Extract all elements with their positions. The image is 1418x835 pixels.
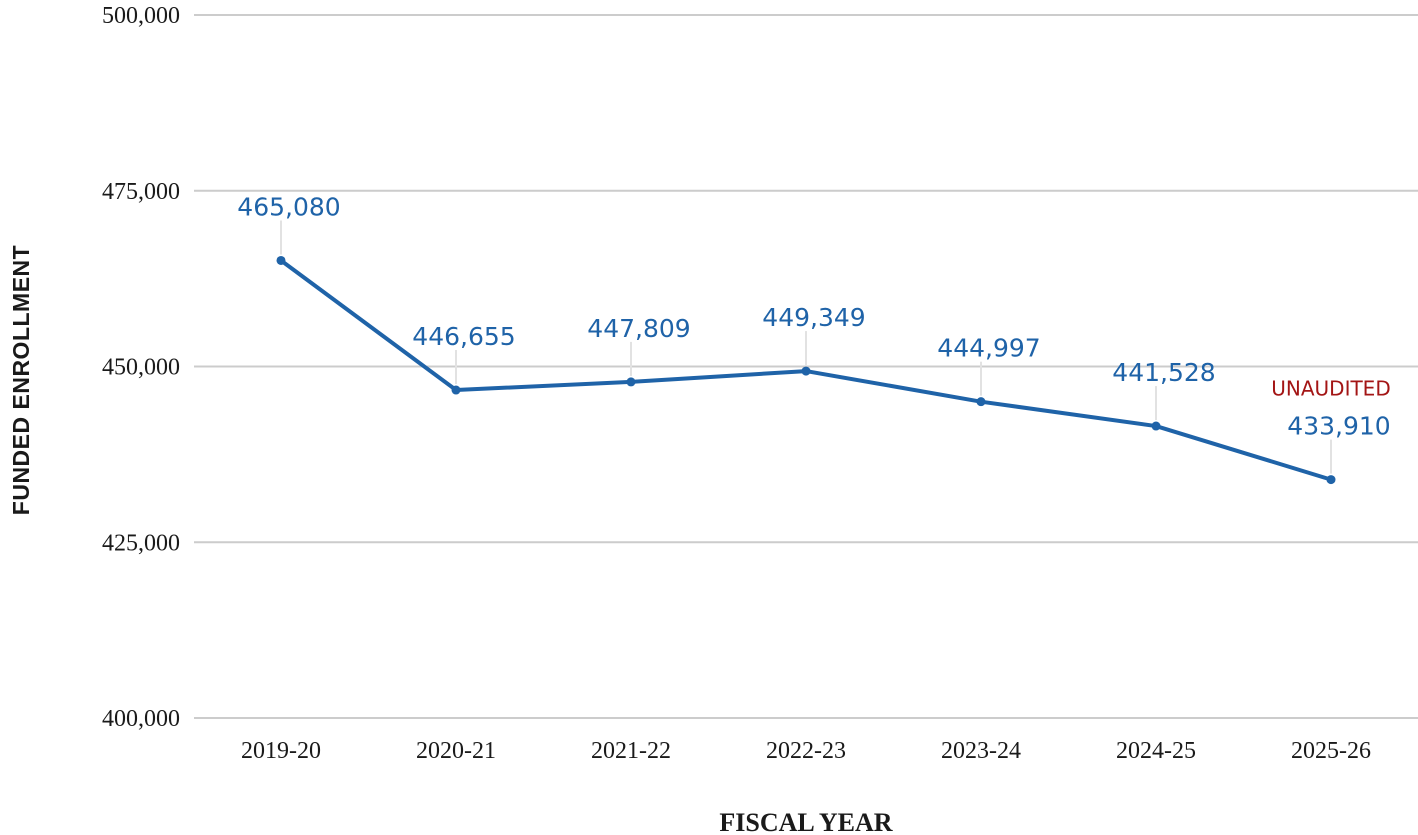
y-axis-title: FUNDED ENROLLMENT bbox=[8, 245, 34, 515]
x-tick-label: 2021-22 bbox=[591, 738, 671, 764]
x-tick-label: 2019-20 bbox=[241, 738, 321, 764]
y-tick-label: 450,000 bbox=[102, 355, 180, 381]
x-tick-label: 2025-26 bbox=[1291, 738, 1371, 764]
x-axis-title: FISCAL YEAR bbox=[719, 808, 892, 835]
data-label: 446,655 bbox=[412, 322, 515, 351]
gridlines bbox=[194, 14, 1418, 719]
data-label: 433,910 bbox=[1287, 412, 1390, 441]
y-tick-label: 500,000 bbox=[102, 3, 180, 29]
y-tick-label: 475,000 bbox=[102, 179, 180, 205]
data-point bbox=[451, 385, 461, 395]
x-axis-tick-labels: 2019-20 2020-21 2021-22 2022-23 2023-24 2024-… bbox=[241, 738, 1371, 764]
annotation-layer: UNAUDITED bbox=[1271, 377, 1390, 401]
data-label: 441,528 bbox=[1112, 358, 1215, 387]
x-tick-label: 2020-21 bbox=[416, 738, 496, 764]
data-label: 449,349 bbox=[762, 303, 865, 332]
x-tick-label: 2024-25 bbox=[1116, 738, 1196, 764]
unaudited-annotation: UNAUDITED bbox=[1271, 377, 1390, 401]
data-point bbox=[1326, 475, 1336, 485]
data-point bbox=[976, 397, 986, 407]
data-point bbox=[276, 255, 286, 265]
y-tick-label: 400,000 bbox=[102, 706, 180, 732]
data-labels: 465,080 446,655 447,809 449,349 444,997 441,5… bbox=[237, 192, 1390, 440]
y-tick-label: 425,000 bbox=[102, 530, 180, 556]
data-label-leader-lines bbox=[280, 220, 1332, 474]
x-tick-label: 2023-24 bbox=[941, 738, 1021, 764]
x-tick-label: 2022-23 bbox=[766, 738, 846, 764]
data-label: 465,080 bbox=[237, 192, 340, 221]
data-label: 444,997 bbox=[937, 334, 1040, 363]
data-label: 447,809 bbox=[587, 314, 690, 343]
y-axis-tick-labels: 400,000 425,000 450,000 475,000 500,000 bbox=[102, 3, 180, 732]
data-point bbox=[626, 377, 636, 387]
data-point bbox=[1151, 421, 1161, 431]
data-point bbox=[801, 366, 811, 376]
series-layer bbox=[276, 255, 1336, 485]
